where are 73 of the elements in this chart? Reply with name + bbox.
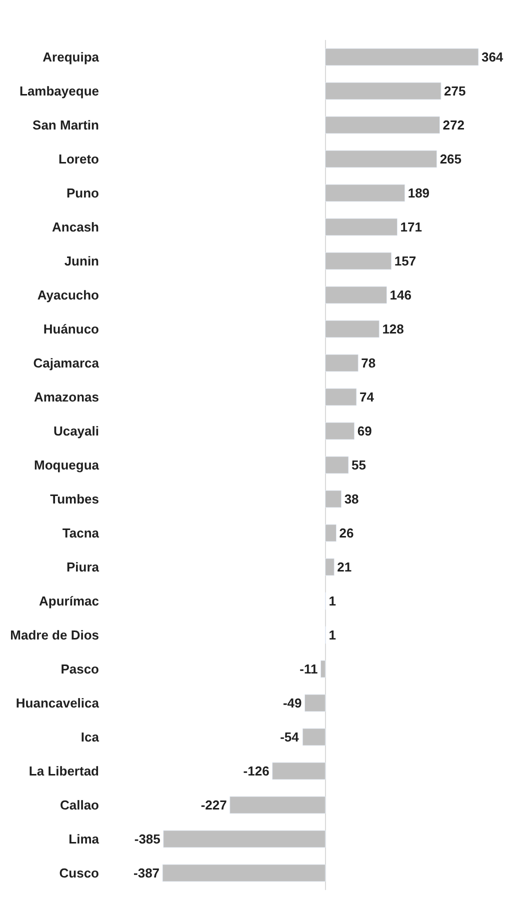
bar bbox=[325, 150, 438, 168]
data-label: 55 bbox=[351, 458, 366, 472]
bar bbox=[325, 252, 392, 270]
bar bbox=[325, 116, 440, 134]
y-tick-label: Ayacucho bbox=[37, 288, 100, 303]
y-tick-label: Huancavelica bbox=[16, 696, 100, 711]
y-tick-label: Huánuco bbox=[43, 322, 100, 337]
data-label: 69 bbox=[357, 424, 372, 438]
bar bbox=[302, 728, 326, 746]
y-tick-label: Apurímac bbox=[39, 594, 99, 609]
y-tick-label: Amazonas bbox=[34, 390, 99, 405]
bar bbox=[325, 354, 358, 372]
bar bbox=[320, 660, 326, 678]
bar bbox=[304, 694, 326, 712]
data-label: 21 bbox=[337, 560, 352, 574]
bar bbox=[325, 388, 357, 406]
data-label: -11 bbox=[300, 662, 318, 676]
bar bbox=[325, 320, 380, 338]
bar bbox=[272, 762, 326, 780]
bar bbox=[325, 490, 342, 508]
data-label: 265 bbox=[440, 152, 462, 166]
y-tick-label: Tumbes bbox=[50, 492, 99, 507]
y-tick-label: Junin bbox=[64, 254, 100, 269]
data-label: 1 bbox=[328, 594, 336, 608]
y-tick-label: Pasco bbox=[60, 662, 100, 677]
data-label: 1 bbox=[328, 628, 336, 642]
y-tick-label: Cajamarca bbox=[33, 356, 100, 371]
bar bbox=[325, 456, 349, 474]
data-label: -387 bbox=[134, 866, 160, 880]
bar bbox=[325, 218, 398, 236]
bar bbox=[325, 524, 337, 542]
bar bbox=[163, 830, 326, 848]
data-label: 171 bbox=[400, 220, 422, 234]
data-label: -126 bbox=[243, 764, 270, 778]
data-label: 275 bbox=[444, 84, 466, 98]
data-label: 157 bbox=[394, 254, 416, 268]
data-label: -227 bbox=[200, 798, 227, 812]
y-tick-label: San Martin bbox=[32, 118, 100, 133]
bar bbox=[325, 558, 334, 576]
y-tick-label: Piura bbox=[66, 560, 100, 575]
data-label: 26 bbox=[339, 526, 354, 540]
data-label: 74 bbox=[359, 390, 375, 404]
data-label: 189 bbox=[408, 186, 430, 200]
y-tick-label: Ancash bbox=[52, 220, 100, 235]
bar bbox=[325, 422, 355, 440]
data-label: -385 bbox=[134, 832, 160, 846]
bar bbox=[162, 864, 326, 882]
y-tick-label: Lambayeque bbox=[20, 84, 99, 99]
bar bbox=[325, 184, 406, 202]
y-tick-label: Ica bbox=[80, 730, 100, 745]
y-tick-label: Madre de Dios bbox=[10, 628, 99, 643]
data-label: 128 bbox=[382, 322, 404, 336]
y-tick-label: Tacna bbox=[62, 526, 100, 541]
data-label: -49 bbox=[282, 696, 302, 710]
y-tick-label: Arequipa bbox=[42, 50, 100, 65]
y-tick-label: Cusco bbox=[59, 866, 100, 881]
y-tick-label: Lima bbox=[68, 832, 100, 847]
bar bbox=[325, 286, 387, 304]
bar bbox=[325, 48, 479, 66]
y-tick-label: Ucayali bbox=[53, 424, 99, 439]
data-label: 364 bbox=[481, 50, 504, 64]
bar bbox=[325, 82, 442, 100]
y-tick-label: La Libertad bbox=[28, 764, 100, 779]
y-tick-label: Loreto bbox=[58, 152, 100, 167]
data-label: 146 bbox=[390, 288, 412, 302]
y-tick-label: Puno bbox=[66, 186, 100, 201]
data-label: -54 bbox=[280, 730, 300, 744]
bar bbox=[230, 796, 326, 814]
data-label: 272 bbox=[442, 118, 464, 132]
data-label: 38 bbox=[344, 492, 359, 506]
y-tick-label: Callao bbox=[60, 798, 100, 813]
data-label: 78 bbox=[361, 356, 376, 370]
y-tick-label: Moquegua bbox=[34, 458, 100, 473]
